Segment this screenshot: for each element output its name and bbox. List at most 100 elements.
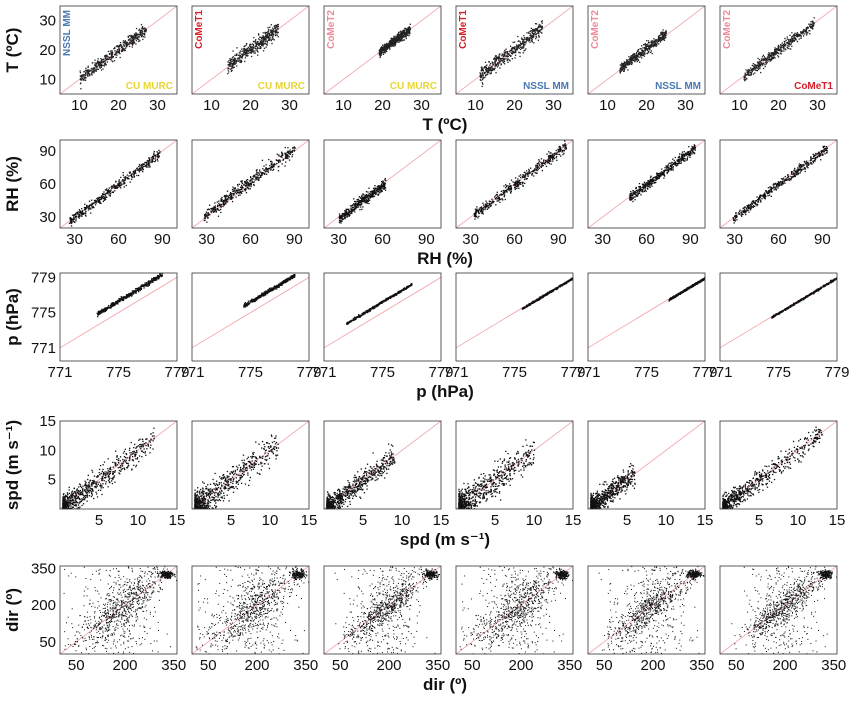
data-point (529, 172, 531, 175)
data-point (130, 36, 133, 38)
data-point (406, 30, 408, 32)
data-point (760, 62, 762, 64)
data-point (96, 60, 99, 62)
data-point (123, 176, 125, 178)
data-point (400, 34, 402, 36)
data-point (644, 187, 647, 189)
data-point (389, 45, 391, 47)
data-point (756, 70, 759, 72)
data-point (354, 211, 356, 213)
data-point (491, 62, 494, 64)
data-point (644, 48, 646, 50)
data-point (548, 158, 550, 160)
data-point (366, 200, 368, 202)
data-point (399, 38, 401, 41)
data-point (361, 199, 363, 202)
data-point (141, 164, 143, 166)
data-point (485, 70, 487, 72)
data-point (220, 198, 222, 200)
data-point (102, 64, 104, 66)
data-point (514, 57, 516, 59)
data-point (350, 208, 352, 211)
data-point (530, 30, 532, 32)
data-point (120, 44, 122, 46)
data-point (123, 49, 125, 52)
data-point (651, 178, 654, 180)
data-point (102, 58, 104, 61)
data-point (78, 217, 80, 219)
data-point (771, 56, 773, 59)
data-point (268, 167, 271, 169)
data-point (552, 158, 554, 160)
data-point (807, 32, 809, 34)
data-point (382, 184, 384, 186)
data-point (147, 163, 149, 165)
data-point (676, 164, 678, 167)
data-point (537, 27, 539, 29)
data-point (81, 215, 83, 217)
data-point (120, 182, 122, 184)
data-point (264, 32, 266, 35)
data-point (527, 40, 530, 42)
data-point (100, 196, 102, 198)
data-point (797, 33, 800, 36)
data-point (375, 191, 377, 194)
data-point (133, 39, 135, 41)
data-point (519, 179, 521, 182)
data-point (244, 52, 247, 54)
data-point (237, 54, 239, 56)
data-point (646, 188, 649, 190)
data-point (631, 61, 633, 63)
data-point (757, 64, 759, 66)
data-point (80, 213, 82, 215)
data-point (255, 44, 257, 46)
data-point (660, 39, 663, 41)
data-point (258, 38, 260, 40)
data-point (518, 187, 520, 189)
data-point (639, 56, 641, 58)
data-point (634, 196, 636, 198)
data-point (659, 172, 661, 174)
data-point (648, 183, 650, 185)
data-point (257, 176, 259, 178)
data-point (380, 50, 382, 52)
data-point (529, 30, 531, 33)
data-point (775, 48, 777, 50)
data-point (95, 69, 97, 71)
data-point (562, 144, 564, 146)
data-point (243, 180, 246, 183)
data-point (78, 213, 80, 216)
data-point (558, 150, 560, 152)
data-point (125, 42, 127, 45)
data-point (633, 56, 636, 58)
data-point (512, 41, 514, 44)
data-point (238, 192, 241, 194)
data-point (257, 43, 259, 45)
data-point (148, 162, 151, 164)
data-point (513, 182, 515, 184)
data-point (211, 207, 213, 209)
data-point (241, 56, 243, 58)
data-point (267, 26, 269, 29)
data-point (72, 214, 75, 216)
data-point (667, 167, 669, 169)
data-point (672, 158, 674, 160)
data-point (260, 173, 263, 175)
data-point (493, 58, 495, 60)
data-point (384, 51, 386, 53)
data-point (257, 41, 259, 43)
data-point (122, 42, 124, 44)
data-point (258, 34, 260, 36)
data-point (346, 208, 348, 210)
data-point (235, 60, 238, 62)
data-point (514, 184, 516, 187)
data-point (560, 149, 562, 151)
data-point (125, 44, 127, 46)
data-point (528, 31, 530, 33)
data-point (774, 57, 776, 59)
data-point (802, 33, 804, 35)
data-point (492, 64, 494, 66)
data-point (365, 190, 368, 193)
data-point (494, 61, 496, 63)
data-point (658, 175, 660, 178)
